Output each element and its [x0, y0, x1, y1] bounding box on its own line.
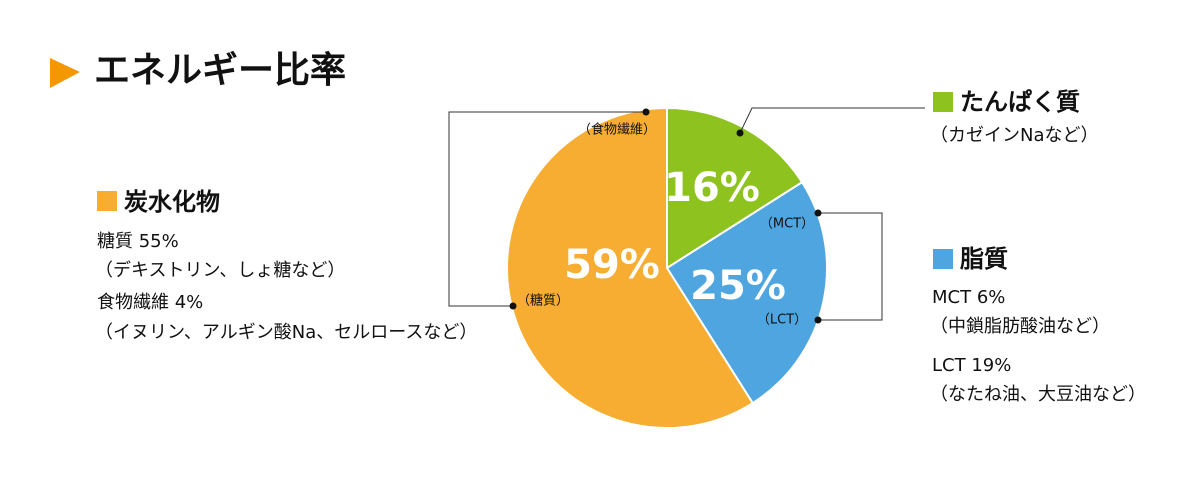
- pie-slice: [666, 106, 804, 270]
- legend-label: 炭水化物: [124, 188, 220, 216]
- title-marker: [50, 58, 80, 88]
- legend-detail: LCT 19%: [932, 355, 1011, 376]
- legend-label: 脂質: [960, 245, 1008, 273]
- annotation: （LCT）: [757, 313, 807, 328]
- legend-detail: MCT 6%: [932, 287, 1005, 308]
- legend-swatch: [97, 191, 117, 211]
- value-label: 59%: [564, 242, 660, 288]
- legend-detail: （イヌリン、アルギン酸Na、セルロースなど）: [95, 322, 477, 343]
- legend-detail: （なたね油、大豆油など）: [930, 384, 1146, 405]
- annotation: （糖質）: [517, 293, 569, 309]
- annotation: （MCT）: [760, 217, 814, 232]
- legend-detail: （中鎖脂肪酸油など）: [930, 316, 1110, 337]
- leader-lines: [448, 107, 925, 324]
- pie-slice: [665, 180, 828, 405]
- pie-slice: [506, 106, 755, 429]
- legend-detail: 食物繊維 4%: [97, 292, 203, 313]
- value-label: 25%: [690, 263, 786, 309]
- legend-detail: （カゼインNaなど）: [930, 125, 1099, 146]
- pie: [506, 106, 828, 429]
- legend-detail: 糖質 55%: [97, 231, 179, 252]
- legend-swatch: [933, 249, 953, 269]
- legend-detail: （デキストリン、しょ糖など）: [95, 260, 345, 281]
- annotation: （食物繊維）: [578, 122, 656, 138]
- value-label: 16%: [664, 165, 760, 211]
- legend-label: たんぱく質: [960, 88, 1080, 116]
- legend-swatch: [933, 92, 953, 112]
- chart-title: エネルギー比率: [94, 50, 346, 91]
